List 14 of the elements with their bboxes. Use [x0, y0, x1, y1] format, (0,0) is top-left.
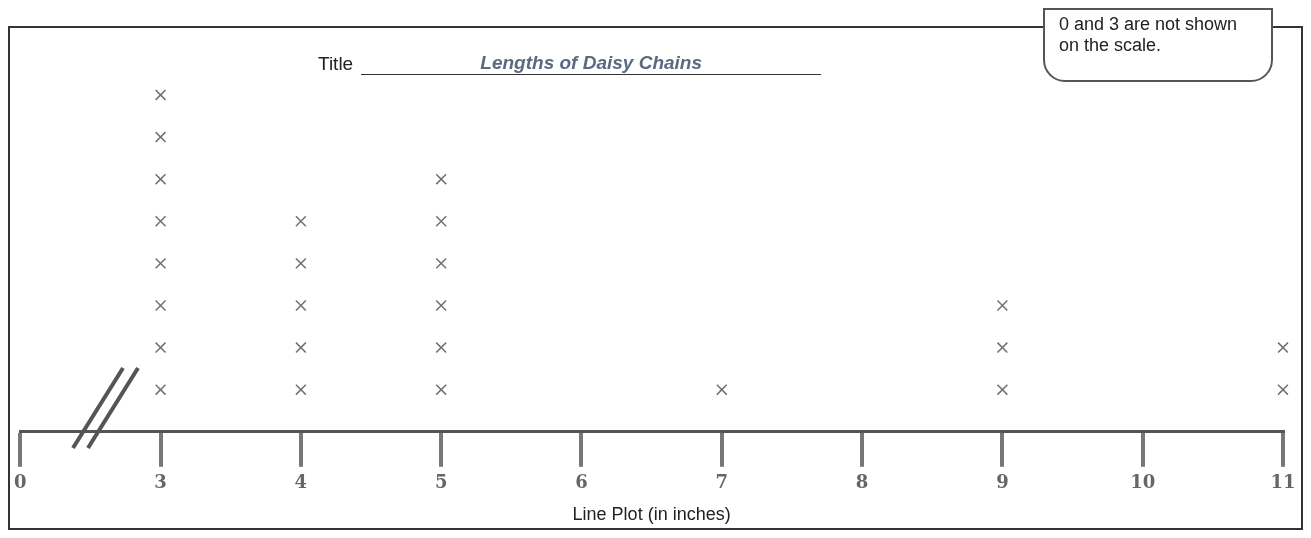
- x-tick-label: 5: [434, 471, 448, 493]
- text: Title: [318, 53, 354, 75]
- x-axis-title: Line Plot (in inches): [572, 504, 731, 525]
- x-tick-label: 4: [294, 471, 308, 493]
- x-tick-label: 7: [715, 471, 729, 493]
- speech-bubble: 0 and 3 are not shown on the scale.: [1043, 8, 1273, 82]
- x-tick-label: 10: [1130, 471, 1156, 493]
- x-tick-label: 8: [855, 471, 869, 493]
- x-tick-label: 9: [996, 471, 1009, 493]
- chart-title: Lengths of Daisy Chains: [361, 52, 822, 75]
- x-tick-label: 0: [14, 471, 27, 493]
- x-tick-label: 11: [1270, 471, 1296, 493]
- x-tick-label: 6: [575, 471, 588, 493]
- x-tick-label: 3: [154, 471, 167, 493]
